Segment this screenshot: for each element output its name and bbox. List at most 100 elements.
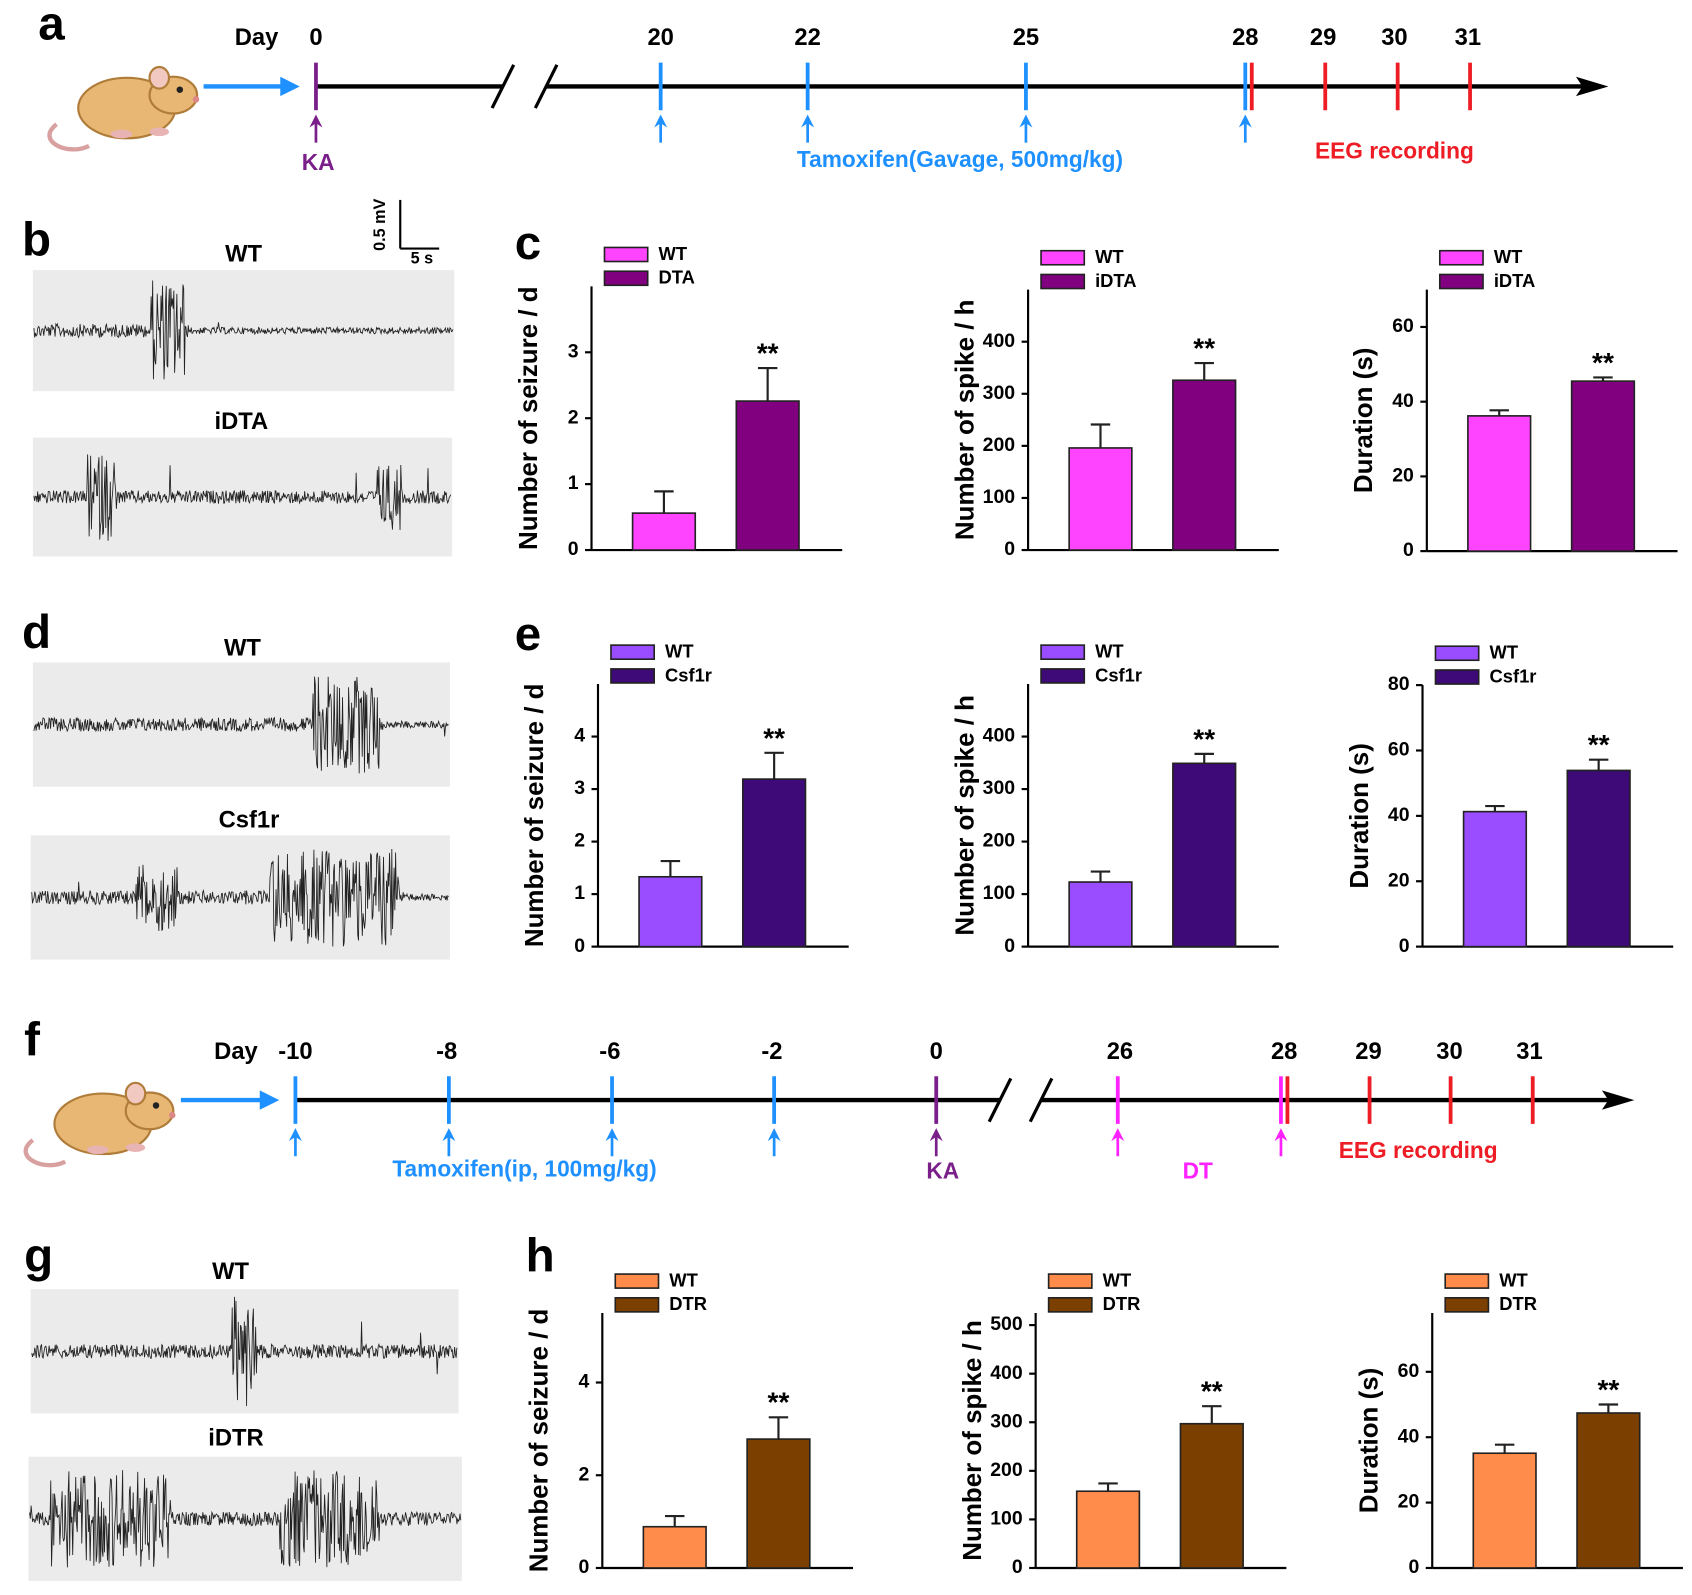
arrow-head bbox=[309, 114, 323, 128]
y-tick-label: 1 bbox=[574, 882, 585, 904]
trace-label: Csf1r bbox=[219, 807, 280, 834]
legend-swatch bbox=[1434, 669, 1480, 685]
significance: ** bbox=[1597, 1374, 1619, 1405]
arrow-head bbox=[1019, 114, 1033, 128]
y-tick-label: 20 bbox=[1398, 1491, 1420, 1513]
significance: ** bbox=[1201, 1376, 1223, 1407]
y-tick-label: 40 bbox=[1392, 390, 1414, 412]
day-number: 28 bbox=[1271, 1038, 1297, 1065]
legend-swatch bbox=[1040, 644, 1086, 660]
y-tick-label: 100 bbox=[983, 486, 1016, 508]
day-number: 22 bbox=[794, 24, 820, 51]
trace-label: WT bbox=[225, 240, 262, 267]
day-number: 31 bbox=[1455, 24, 1481, 51]
panel-label: b bbox=[22, 214, 51, 267]
legend-swatch bbox=[610, 668, 655, 684]
y-tick-label: 80 bbox=[1388, 673, 1410, 695]
y-axis-label: Number of spike / h bbox=[959, 1320, 987, 1561]
day-number: 29 bbox=[1355, 1038, 1381, 1065]
legend-swatch bbox=[614, 1297, 660, 1313]
panel-label: h bbox=[526, 1229, 555, 1282]
annotation: KA bbox=[926, 1157, 959, 1183]
day-number: 29 bbox=[1310, 24, 1336, 51]
legend-label: WT bbox=[1494, 246, 1523, 267]
bar bbox=[735, 400, 800, 551]
y-axis-label: Number of spike / h bbox=[951, 695, 979, 936]
bar bbox=[1068, 447, 1133, 551]
arrow-head bbox=[801, 114, 815, 128]
eeg-trace bbox=[29, 1470, 462, 1568]
bar bbox=[1472, 1452, 1537, 1569]
y-tick-label: 60 bbox=[1398, 1360, 1420, 1382]
legend-label: DTR bbox=[1103, 1293, 1141, 1314]
bar bbox=[1566, 769, 1631, 948]
day-number: -2 bbox=[761, 1038, 782, 1065]
mouse-icon bbox=[49, 67, 199, 149]
annotation: DT bbox=[1183, 1157, 1213, 1183]
annotation: KA bbox=[302, 149, 335, 175]
y-tick-label: 300 bbox=[990, 1410, 1023, 1432]
y-tick-label: 2 bbox=[579, 1463, 590, 1485]
trace-label: WT bbox=[224, 635, 261, 662]
y-axis-label: Duration (s) bbox=[1350, 348, 1378, 493]
arrow-head bbox=[442, 1128, 456, 1142]
arrow-head bbox=[280, 76, 300, 97]
day-number: -8 bbox=[436, 1038, 457, 1065]
y-tick-label: 40 bbox=[1398, 1425, 1420, 1447]
y-tick-label: 4 bbox=[579, 1371, 590, 1393]
significance: ** bbox=[1588, 729, 1610, 760]
y-axis-label: Number of spike / h bbox=[951, 300, 979, 541]
bar bbox=[642, 1525, 707, 1569]
legend-label: DTR bbox=[669, 1293, 707, 1314]
axis-break bbox=[1028, 1077, 1054, 1123]
y-tick-label: 60 bbox=[1392, 315, 1414, 337]
day-number: 0 bbox=[930, 1038, 943, 1065]
significance: ** bbox=[1193, 333, 1215, 364]
y-tick-label: 3 bbox=[568, 340, 579, 362]
y-tick-label: 0 bbox=[1012, 1556, 1023, 1578]
day-number: -6 bbox=[599, 1038, 620, 1065]
scale-label: 5 s bbox=[411, 250, 434, 268]
y-tick-label: 100 bbox=[983, 882, 1016, 904]
arrow-head bbox=[288, 1128, 302, 1142]
annotation: EEG recording bbox=[1339, 1137, 1498, 1163]
y-tick-label: 40 bbox=[1388, 804, 1410, 826]
bar bbox=[1172, 379, 1237, 551]
significance: ** bbox=[763, 722, 785, 753]
arrow-head bbox=[605, 1128, 619, 1142]
bar bbox=[1462, 810, 1528, 948]
legend-swatch bbox=[614, 1273, 660, 1289]
legend-swatch bbox=[610, 644, 655, 660]
bar bbox=[1179, 1422, 1244, 1569]
y-tick-label: 500 bbox=[990, 1313, 1023, 1335]
day-number: 0 bbox=[309, 24, 322, 51]
panel-label: c bbox=[515, 217, 541, 270]
legend-swatch bbox=[1438, 273, 1484, 290]
mouse-icon bbox=[26, 1083, 176, 1165]
bar bbox=[1576, 1412, 1641, 1569]
annotation: EEG recording bbox=[1315, 137, 1474, 163]
day-number: 30 bbox=[1381, 24, 1407, 51]
day-number: 26 bbox=[1107, 1038, 1133, 1065]
eeg-trace bbox=[33, 454, 452, 541]
y-tick-label: 200 bbox=[983, 830, 1016, 852]
y-tick-label: 1 bbox=[568, 472, 579, 494]
panel-label: a bbox=[38, 0, 65, 51]
legend-swatch bbox=[1040, 249, 1086, 266]
annotation: Tamoxifen(ip, 100mg/kg) bbox=[392, 1155, 656, 1181]
legend-label: WT bbox=[1499, 1269, 1528, 1290]
y-tick-label: 400 bbox=[983, 725, 1016, 747]
y-tick-label: 300 bbox=[983, 382, 1016, 404]
y-tick-label: 2 bbox=[574, 830, 585, 852]
y-axis-label: Number of seizure / d bbox=[515, 286, 543, 550]
day-number: -10 bbox=[278, 1038, 312, 1065]
legend-label: WT bbox=[659, 243, 688, 264]
day-number: 28 bbox=[1232, 24, 1258, 51]
legend-label: WT bbox=[1095, 246, 1124, 267]
legend-label: WT bbox=[1095, 641, 1124, 662]
y-tick-label: 0 bbox=[1004, 935, 1015, 957]
legend-label: Csf1r bbox=[1095, 664, 1142, 685]
bar bbox=[1570, 380, 1636, 552]
